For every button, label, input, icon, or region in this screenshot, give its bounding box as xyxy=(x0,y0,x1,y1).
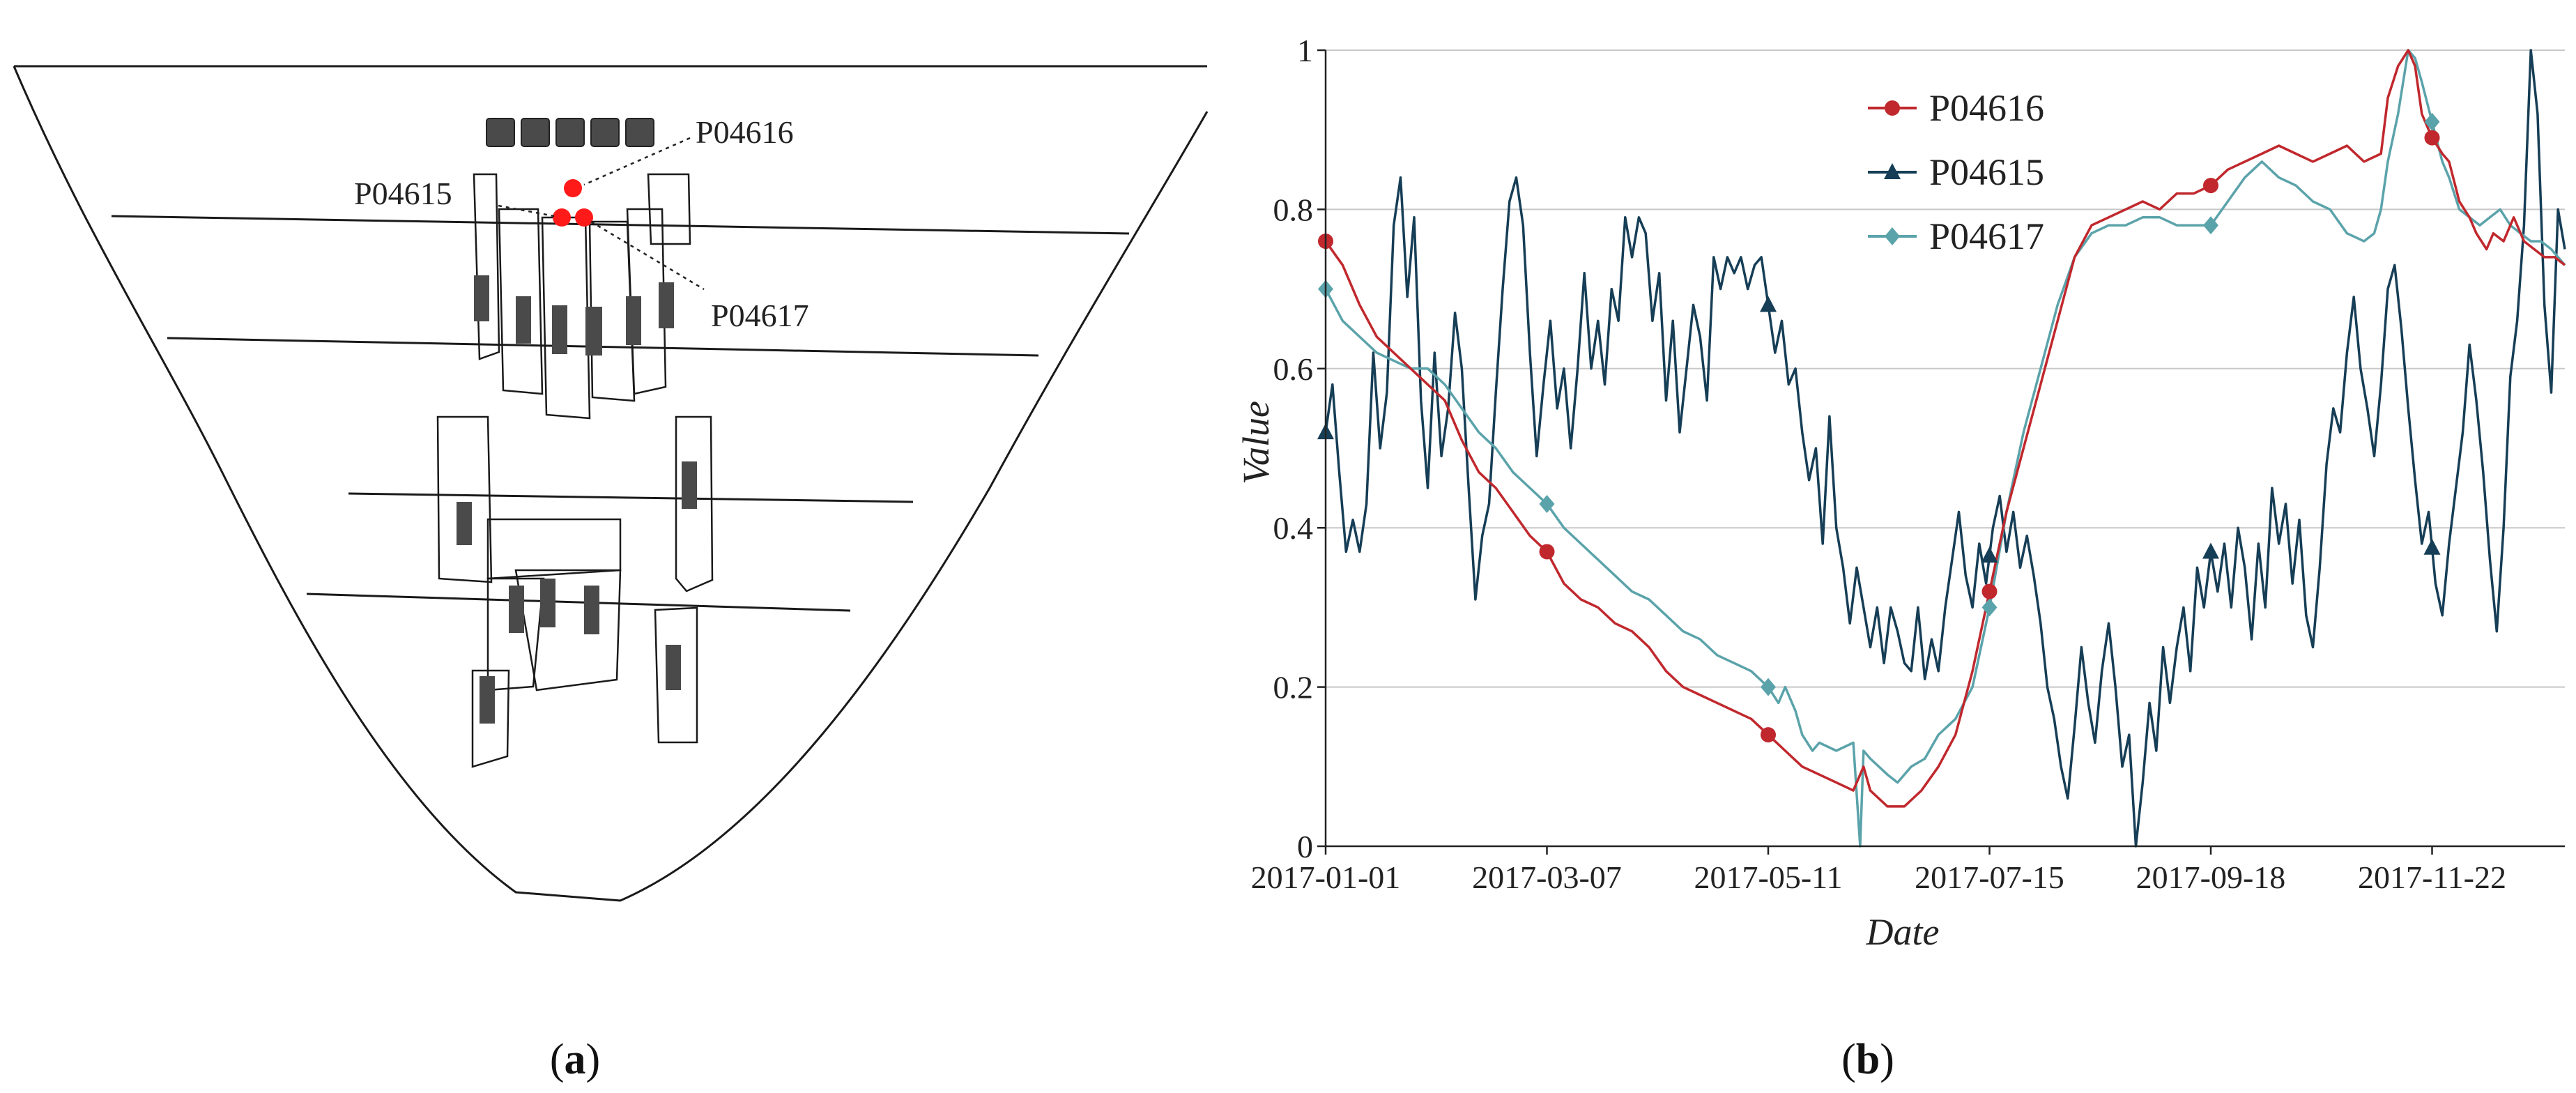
sensor-p04615-marker xyxy=(553,208,571,227)
data-point-p04615 xyxy=(2202,542,2219,559)
sensor-leader-lines xyxy=(498,137,705,291)
data-point-p04617 xyxy=(1981,598,1998,617)
y-axis-label: Value xyxy=(1235,401,1277,484)
y-tick-labels: 0 0.2 0.4 0.6 0.8 1 xyxy=(1273,33,1314,864)
x-tick-label: 2017-09-18 xyxy=(2136,859,2286,895)
series-line-p04617 xyxy=(1324,49,2566,848)
data-point-p04617 xyxy=(2203,216,2218,235)
legend-marker-p04616 xyxy=(1885,100,1900,116)
x-tick-label: 2017-01-01 xyxy=(1251,859,1401,895)
data-point-p04616 xyxy=(1981,583,1998,599)
y-tick-label: 0.4 xyxy=(1273,510,1314,546)
y-tick-label: 1 xyxy=(1297,33,1313,68)
legend-label-p04615: P04615 xyxy=(1929,151,2044,193)
chart-axes xyxy=(1317,49,2565,855)
x-tick-label: 2017-07-15 xyxy=(1915,859,2064,895)
data-point-p04616 xyxy=(1539,544,1555,560)
legend-marker-p04615 xyxy=(1884,163,1901,179)
x-tick-label: 2017-11-22 xyxy=(2358,859,2506,895)
panel-b-caption: (b) xyxy=(1841,1036,1894,1083)
sensor-label-p04617: P04617 xyxy=(711,298,809,333)
data-point-p04616 xyxy=(2424,130,2440,146)
x-tick-label: 2017-05-11 xyxy=(1694,859,1843,895)
sensor-markers xyxy=(553,179,593,227)
sensor-label-p04615: P04615 xyxy=(354,176,452,211)
data-point-p04615 xyxy=(2423,538,2441,555)
crest-equipment-row xyxy=(486,118,654,147)
data-point-p04615 xyxy=(1760,296,1777,312)
data-point-p04616 xyxy=(2203,178,2218,194)
gallery-blocks xyxy=(457,275,697,724)
x-tick-labels: 2017-01-01 2017-03-07 2017-05-11 2017-07-15… xyxy=(1251,859,2506,895)
chart-legend: P04616 P04615 P04617 xyxy=(1868,87,2044,257)
data-point-p04615 xyxy=(1981,546,1998,563)
y-tick-label: 0.2 xyxy=(1273,670,1314,705)
y-tick-label: 0.6 xyxy=(1273,351,1314,387)
data-point-p04616 xyxy=(1761,727,1776,743)
sensor-p04617-marker xyxy=(575,208,593,227)
lift-joint-line xyxy=(306,593,851,612)
chart-markers xyxy=(1317,112,2441,743)
lift-joint-line xyxy=(111,215,1130,235)
data-point-p04617 xyxy=(1539,494,1555,513)
data-point-p04617 xyxy=(1761,678,1776,696)
data-point-p04617 xyxy=(2424,112,2440,131)
sensor-p04616-marker xyxy=(564,179,582,197)
x-tick-label: 2017-03-07 xyxy=(1472,859,1622,895)
lift-joint-line xyxy=(167,337,1039,357)
legend-label-p04617: P04617 xyxy=(1929,215,2044,257)
legend-label-p04616: P04616 xyxy=(1929,87,2044,129)
sensor-label-p04616: P04616 xyxy=(696,114,794,150)
panel-b-chart: 00.20.40.60.81 2017-01-01 2017-03-07 2017-… xyxy=(1235,33,2566,953)
y-tick-label: 0.8 xyxy=(1273,192,1314,227)
panel-a-caption: (a) xyxy=(550,1036,600,1083)
panel-a-diagram xyxy=(13,65,1209,902)
series-line-p04615 xyxy=(1324,49,2566,848)
block-outlines xyxy=(436,173,714,768)
x-axis-label: Date xyxy=(1866,911,1940,953)
chart-gridlines xyxy=(1326,49,2565,688)
legend-marker-p04617 xyxy=(1885,227,1900,245)
lift-joint-line xyxy=(348,492,914,503)
y-tick-label: 0 xyxy=(1297,829,1313,864)
valley-profile xyxy=(13,66,1209,902)
